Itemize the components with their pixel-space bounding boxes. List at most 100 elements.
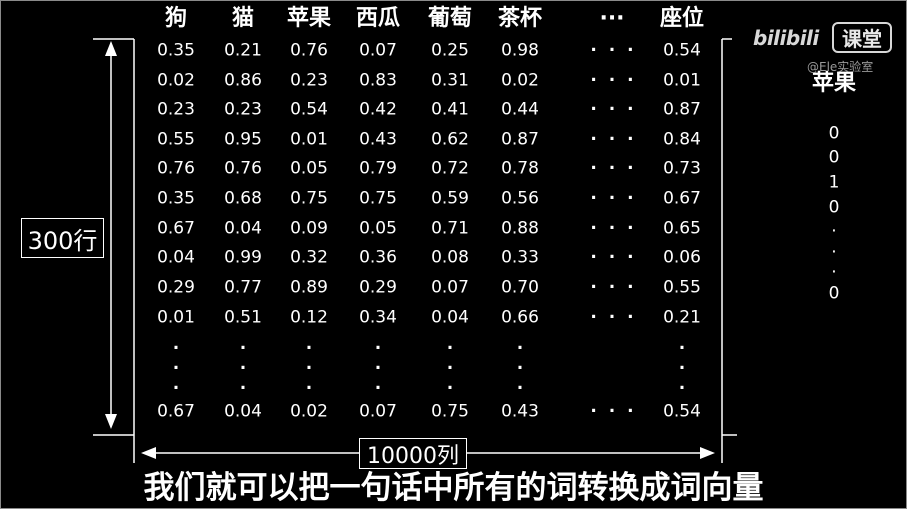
matrix-value: 0.21 [224,40,262,61]
matrix-value: 0.02 [290,401,328,422]
row-ellipsis-dot: · [516,378,524,399]
matrix-value: 0.07 [431,277,469,298]
row-ellipsis-dot: · [374,338,382,359]
matrix-value: 0.29 [359,277,397,298]
matrix-value: 0.34 [359,307,397,328]
vector-value: 0 [828,283,840,304]
matrix-value: 0.23 [290,70,328,91]
column-ellipsis: · · · [590,307,634,328]
row-ellipsis-dot: · [239,338,247,359]
matrix-value: 0.75 [290,188,328,209]
vector-value: 0 [828,147,840,168]
row-ellipsis-dot: · [446,358,454,379]
matrix-value: 0.67 [157,218,195,239]
row-ellipsis-dot: · [305,338,313,359]
matrix-value: 0.44 [501,99,539,120]
matrix-value: 0.02 [501,70,539,91]
matrix-value: 0.02 [157,70,195,91]
matrix-value: 0.06 [663,247,701,268]
row-ellipsis-dot: · [305,378,313,399]
matrix-value: 0.54 [663,401,701,422]
matrix-value: 0.05 [359,218,397,239]
column-ellipsis: · · · [590,70,634,91]
column-ellipsis: · · · [590,129,634,150]
rows-arrow-up-head [105,41,117,56]
matrix-value: 0.07 [359,401,397,422]
matrix-value: 0.42 [359,99,397,120]
matrix-value: 0.04 [224,401,262,422]
row-ellipsis-dot: · [374,358,382,379]
matrix-value: 0.77 [224,277,262,298]
author-watermark: @Ele实验室 [807,60,874,74]
column-header: ··· [599,6,625,31]
matrix-value: 0.29 [157,277,195,298]
matrix-value: 0.67 [663,188,701,209]
matrix-value: 0.12 [290,307,328,328]
matrix-value: 0.75 [359,188,397,209]
rows-count-label: 300行 [21,218,104,258]
vector-word-label: 苹果 [811,71,857,96]
bilibili-logo: bilibili [753,26,819,50]
matrix-value: 0.04 [157,247,195,268]
matrix-value: 0.08 [431,247,469,268]
row-ellipsis-dot: · [305,358,313,379]
matrix-value: 0.01 [290,129,328,150]
matrix-value: 0.84 [663,129,701,150]
row-ellipsis-dot: · [446,338,454,359]
matrix-value: 0.55 [663,277,701,298]
matrix-value: 0.65 [663,218,701,239]
row-ellipsis-dot: · [239,358,247,379]
column-ellipsis: · · · [590,40,634,61]
column-ellipsis: · · · [590,99,634,120]
matrix-value: 0.62 [431,129,469,150]
matrix-value: 0.43 [359,129,397,150]
matrix-value: 0.99 [224,247,262,268]
row-ellipsis-dot: · [374,378,382,399]
matrix-value: 0.54 [290,99,328,120]
matrix-value: 0.09 [290,218,328,239]
column-ellipsis: · · · [590,218,634,239]
matrix-value: 0.05 [290,158,328,179]
matrix-value: 0.23 [157,99,195,120]
matrix-value: 0.51 [224,307,262,328]
matrix-value: 0.71 [431,218,469,239]
matrix-value: 0.59 [431,188,469,209]
matrix-value: 0.76 [224,158,262,179]
vector-value: 0 [828,197,840,218]
matrix-value: 0.72 [431,158,469,179]
matrix-value: 0.89 [290,277,328,298]
matrix-value: 0.04 [224,218,262,239]
column-header: 狗 [164,6,188,31]
row-ellipsis-dot: · [678,358,686,379]
columns-count-label: 10000列 [359,438,467,469]
column-header: 葡萄 [427,6,473,31]
column-ellipsis: · · · [590,158,634,179]
column-header: 座位 [659,6,705,31]
column-header: 苹果 [286,6,332,31]
matrix-value: 0.75 [431,401,469,422]
matrix-value: 0.25 [431,40,469,61]
column-header: 茶杯 [497,6,543,31]
row-ellipsis-dot: · [172,358,180,379]
matrix-value: 0.79 [359,158,397,179]
matrix-value: 0.88 [501,218,539,239]
vector-value: · [831,242,837,263]
matrix-value: 0.87 [663,99,701,120]
matrix-value: 0.54 [663,40,701,61]
matrix-value: 0.04 [431,307,469,328]
subtitle: 我们就可以把一句话中所有的词转换成词向量 [143,470,764,506]
row-ellipsis-dot: · [678,378,686,399]
row-ellipsis-dot: · [516,338,524,359]
matrix-value: 0.07 [359,40,397,61]
vector-value: · [831,221,837,242]
matrix-value: 0.56 [501,188,539,209]
row-ellipsis-dot: · [516,358,524,379]
vector-value: 1 [828,172,840,193]
columns-arrow-left-head [141,447,156,459]
column-ellipsis: · · · [590,247,634,268]
matrix-value: 0.55 [157,129,195,150]
row-ellipsis-dot: · [172,338,180,359]
column-ellipsis: · · · [590,188,634,209]
